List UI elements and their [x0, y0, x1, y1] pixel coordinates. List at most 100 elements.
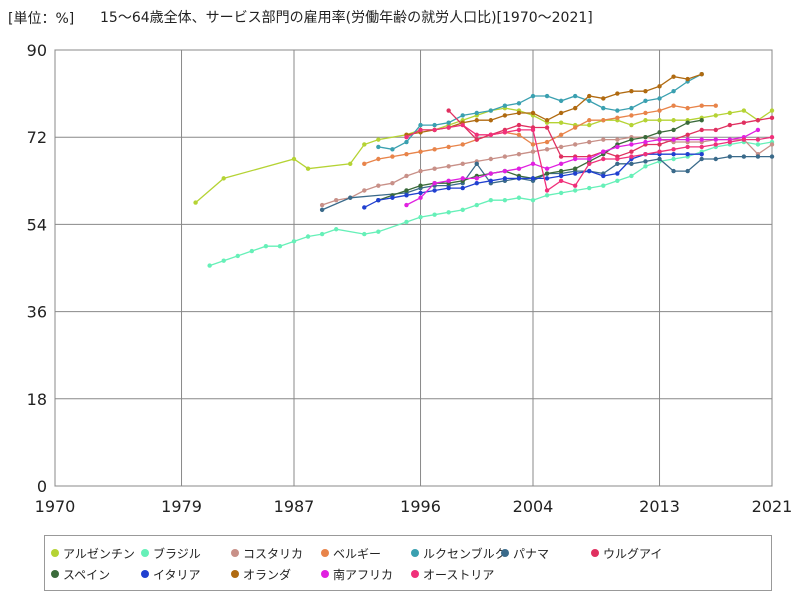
data-point — [615, 91, 620, 96]
data-point — [685, 168, 690, 174]
data-point — [671, 151, 676, 157]
data-point — [699, 144, 704, 150]
series-line — [195, 107, 773, 204]
data-point — [530, 197, 536, 203]
data-point — [502, 130, 508, 135]
data-point — [755, 137, 761, 142]
y-axis-ticks: 0 18 36 54 72 90 — [27, 41, 47, 496]
y-tick-label: 90 — [27, 41, 47, 60]
data-point — [291, 156, 297, 162]
series-group — [193, 72, 775, 268]
legend-marker-icon — [501, 549, 509, 557]
series-ルクセンブルク — [376, 72, 704, 152]
legend-marker-icon — [231, 570, 239, 578]
data-point — [390, 154, 395, 159]
data-point — [432, 122, 437, 128]
x-tick-label: 1979 — [161, 497, 202, 516]
data-point — [446, 178, 451, 183]
data-point — [418, 190, 423, 196]
data-point — [615, 156, 620, 162]
data-point — [741, 137, 747, 142]
data-point — [474, 132, 479, 137]
data-point — [741, 108, 747, 113]
data-point — [544, 188, 550, 193]
data-point — [558, 161, 564, 167]
data-point — [488, 132, 494, 137]
data-point — [474, 118, 479, 123]
data-point — [601, 105, 606, 111]
data-point — [488, 108, 494, 113]
y-tick-label: 18 — [27, 390, 47, 409]
data-point — [713, 127, 718, 133]
data-point — [671, 137, 676, 142]
data-point — [671, 118, 676, 123]
legend-label: パナマ — [513, 546, 550, 561]
data-point — [418, 149, 423, 154]
plot-area — [54, 49, 773, 487]
data-point — [516, 176, 522, 181]
data-point — [362, 205, 367, 210]
legend-marker-icon — [411, 549, 419, 557]
data-point — [460, 185, 465, 191]
data-point — [769, 115, 775, 121]
legend-marker-icon — [321, 549, 329, 557]
data-point — [671, 74, 676, 79]
data-point — [671, 147, 676, 152]
data-point — [572, 125, 578, 130]
data-point — [558, 190, 564, 196]
data-point — [446, 185, 451, 191]
legend-marker-icon — [141, 549, 149, 557]
legend-item: オーストリア — [411, 564, 501, 584]
legend-marker-icon — [231, 549, 239, 557]
data-point — [446, 125, 451, 130]
legend-marker-icon — [411, 570, 419, 578]
legend-item: ウルグアイ — [591, 543, 681, 563]
data-point — [657, 118, 662, 123]
data-point — [460, 113, 465, 118]
data-point — [629, 88, 634, 94]
data-point — [572, 105, 578, 111]
data-point — [629, 142, 634, 147]
data-point — [221, 176, 226, 181]
data-point — [488, 178, 494, 183]
series-オーストリア — [404, 122, 775, 193]
data-point — [685, 120, 690, 125]
legend-label: スペイン — [63, 567, 111, 582]
legend: アルゼンチン ブラジル コスタリカ ベルギー ルクセンブルク パナマ ウルグアイ スペイン イタ… — [44, 535, 772, 591]
data-point — [769, 135, 775, 140]
data-point — [615, 178, 620, 183]
data-point — [404, 135, 409, 140]
data-point — [615, 144, 620, 150]
data-point — [643, 135, 648, 140]
data-point — [558, 144, 564, 150]
data-point — [319, 202, 325, 208]
data-point — [713, 137, 718, 142]
data-point — [643, 88, 648, 94]
data-point — [474, 110, 479, 116]
data-point — [404, 188, 409, 193]
data-point — [305, 234, 311, 239]
data-point — [629, 137, 634, 142]
data-point — [418, 183, 423, 188]
y-tick-label: 72 — [27, 128, 47, 147]
legend-marker-icon — [51, 570, 59, 578]
data-point — [755, 127, 761, 133]
data-point — [376, 137, 381, 142]
data-point — [643, 139, 648, 145]
data-point — [713, 113, 718, 118]
data-point — [657, 137, 662, 142]
data-point — [502, 103, 508, 108]
series-南アフリカ — [404, 127, 761, 208]
legend-label: ベルギー — [333, 546, 382, 561]
data-point — [587, 156, 592, 162]
data-point — [587, 139, 592, 145]
data-point — [446, 164, 451, 169]
data-point — [558, 132, 564, 137]
data-point — [727, 139, 733, 145]
data-point — [685, 137, 690, 142]
data-point — [657, 84, 662, 89]
data-point — [530, 176, 536, 181]
data-point — [671, 88, 676, 94]
data-point — [544, 147, 550, 152]
data-point — [502, 154, 508, 159]
